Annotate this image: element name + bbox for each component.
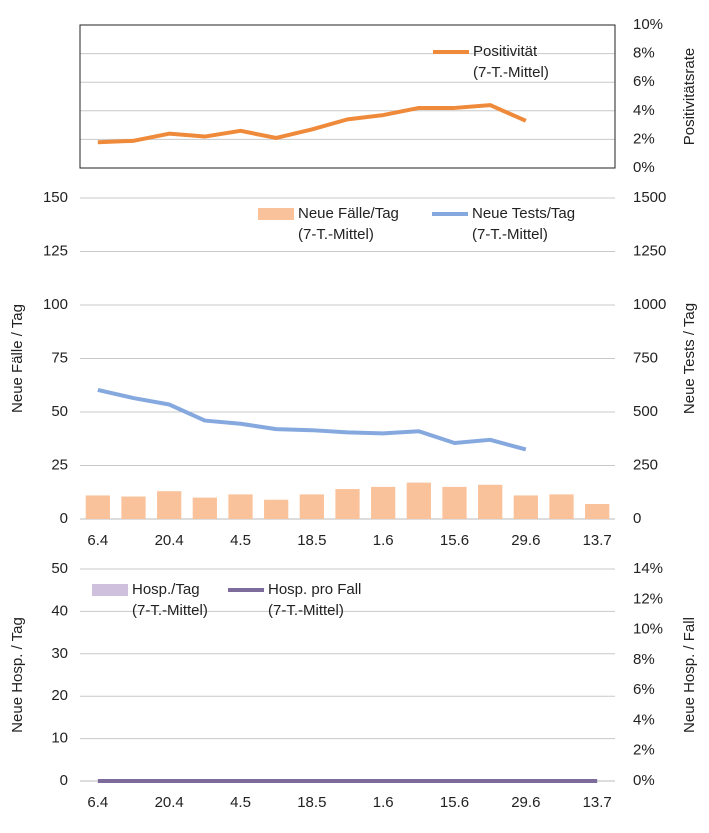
x-tick-label: 15.6 (440, 794, 469, 811)
y-tick-label: 25 (51, 456, 68, 473)
y2-axis-label: Positivitätsrate (681, 48, 698, 146)
y-tick-label: 20 (51, 687, 68, 704)
bar (585, 504, 610, 519)
y2-tick-label: 250 (633, 456, 658, 473)
y2-tick-label: 12% (633, 590, 663, 607)
y2-axis-label: Neue Hosp. / Fall (681, 617, 698, 733)
bar (192, 497, 217, 519)
x-tick-label: 13.7 (583, 794, 612, 811)
y2-tick-label: 0 (633, 510, 641, 527)
x-tick-label: 6.4 (87, 532, 108, 549)
y2-tick-label: 14% (633, 560, 663, 577)
bar (121, 496, 146, 519)
x-tick-label: 29.6 (511, 794, 540, 811)
y2-tick-label: 0% (633, 159, 655, 176)
y2-tick-label: 2% (633, 742, 655, 759)
y-tick-label: 10 (51, 730, 68, 747)
legend-label: (7-T.-Mittel) (472, 226, 548, 243)
plot-frame (79, 24, 616, 169)
bar (513, 495, 538, 519)
legend-label: Neue Fälle/Tag (298, 205, 399, 222)
legend-label: Positivität (473, 43, 538, 60)
x-tick-label: 20.4 (155, 532, 184, 549)
y2-tick-label: 0% (633, 772, 655, 789)
y2-tick-label: 1000 (633, 296, 666, 313)
y-tick-label: 0 (60, 772, 68, 789)
x-tick-label: 4.5 (230, 794, 251, 811)
bar (335, 489, 360, 519)
legend-label: Hosp./Tag (132, 581, 200, 598)
x-tick-label: 4.5 (230, 532, 251, 549)
x-tick-label: 29.6 (511, 532, 540, 549)
bar (371, 486, 396, 519)
y2-tick-label: 6% (633, 681, 655, 698)
y2-tick-label: 1500 (633, 189, 666, 206)
y-axis-label: Neue Fälle / Tag (9, 304, 26, 413)
line (97, 103, 527, 145)
y-tick-label: 40 (51, 602, 68, 619)
bar (442, 486, 467, 519)
bar (549, 494, 574, 519)
bar (299, 494, 324, 519)
bar (228, 494, 253, 519)
y2-tick-label: 750 (633, 349, 658, 366)
x-tick-label: 1.6 (373, 532, 394, 549)
y2-tick-label: 8% (633, 651, 655, 668)
line (97, 388, 527, 452)
y2-tick-label: 4% (633, 711, 655, 728)
y2-tick-label: 4% (633, 102, 655, 119)
legend-label: (7-T.-Mittel) (298, 226, 374, 243)
y2-tick-label: 1250 (633, 242, 666, 259)
y-tick-label: 30 (51, 645, 68, 662)
x-tick-label: 20.4 (155, 794, 184, 811)
x-tick-label: 13.7 (583, 532, 612, 549)
legend-label: (7-T.-Mittel) (132, 602, 208, 619)
y-tick-label: 50 (51, 560, 68, 577)
y-tick-label: 0 (60, 510, 68, 527)
x-tick-label: 15.6 (440, 532, 469, 549)
x-tick-label: 1.6 (373, 794, 394, 811)
y2-axis-label: Neue Tests / Tag (681, 303, 698, 414)
y-tick-label: 150 (43, 189, 68, 206)
bar (85, 495, 110, 519)
y2-tick-label: 2% (633, 130, 655, 147)
y2-tick-label: 6% (633, 73, 655, 90)
x-tick-label: 18.5 (297, 794, 326, 811)
legend-swatch (258, 208, 294, 220)
legend-label: Hosp. pro Fall (268, 581, 361, 598)
bar (264, 499, 289, 519)
legend-label: Neue Tests/Tag (472, 205, 575, 222)
x-tick-label: 18.5 (297, 532, 326, 549)
bar (478, 484, 503, 519)
y-tick-label: 50 (51, 403, 68, 420)
y-tick-label: 100 (43, 296, 68, 313)
x-tick-label: 6.4 (87, 794, 108, 811)
y2-tick-label: 10% (633, 621, 663, 638)
y-axis-label: Neue Hosp. / Tag (9, 617, 26, 733)
bar (406, 482, 431, 519)
y-tick-label: 125 (43, 242, 68, 259)
legend-label: (7-T.-Mittel) (268, 602, 344, 619)
y-tick-label: 75 (51, 349, 68, 366)
legend-label: (7-T.-Mittel) (473, 64, 549, 81)
y2-tick-label: 500 (633, 403, 658, 420)
y2-tick-label: 10% (633, 16, 663, 33)
y2-tick-label: 8% (633, 45, 655, 62)
legend-swatch (92, 584, 128, 596)
bar (157, 491, 182, 519)
